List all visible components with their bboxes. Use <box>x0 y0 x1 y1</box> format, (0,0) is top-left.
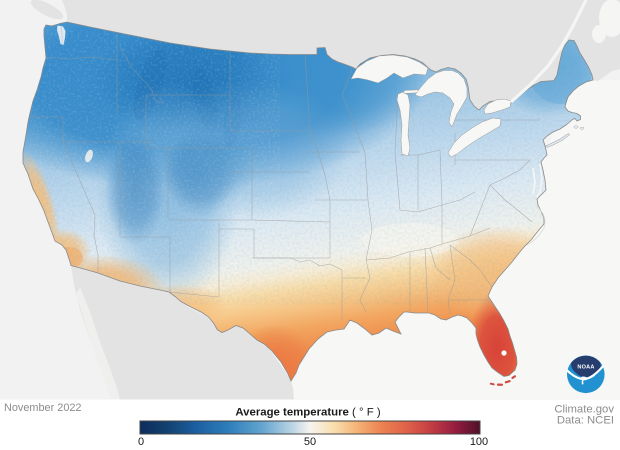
svg-text:Data: NCEI: Data: NCEI <box>557 415 614 427</box>
svg-text:50: 50 <box>304 436 316 448</box>
svg-text:Average temperature ( ° F ): Average temperature ( ° F ) <box>235 407 381 419</box>
svg-text:NOAA: NOAA <box>577 364 594 370</box>
svg-text:100: 100 <box>470 436 488 448</box>
svg-text:Climate.gov: Climate.gov <box>554 403 614 415</box>
svg-text:0: 0 <box>138 436 144 448</box>
svg-text:November 2022: November 2022 <box>4 402 82 414</box>
